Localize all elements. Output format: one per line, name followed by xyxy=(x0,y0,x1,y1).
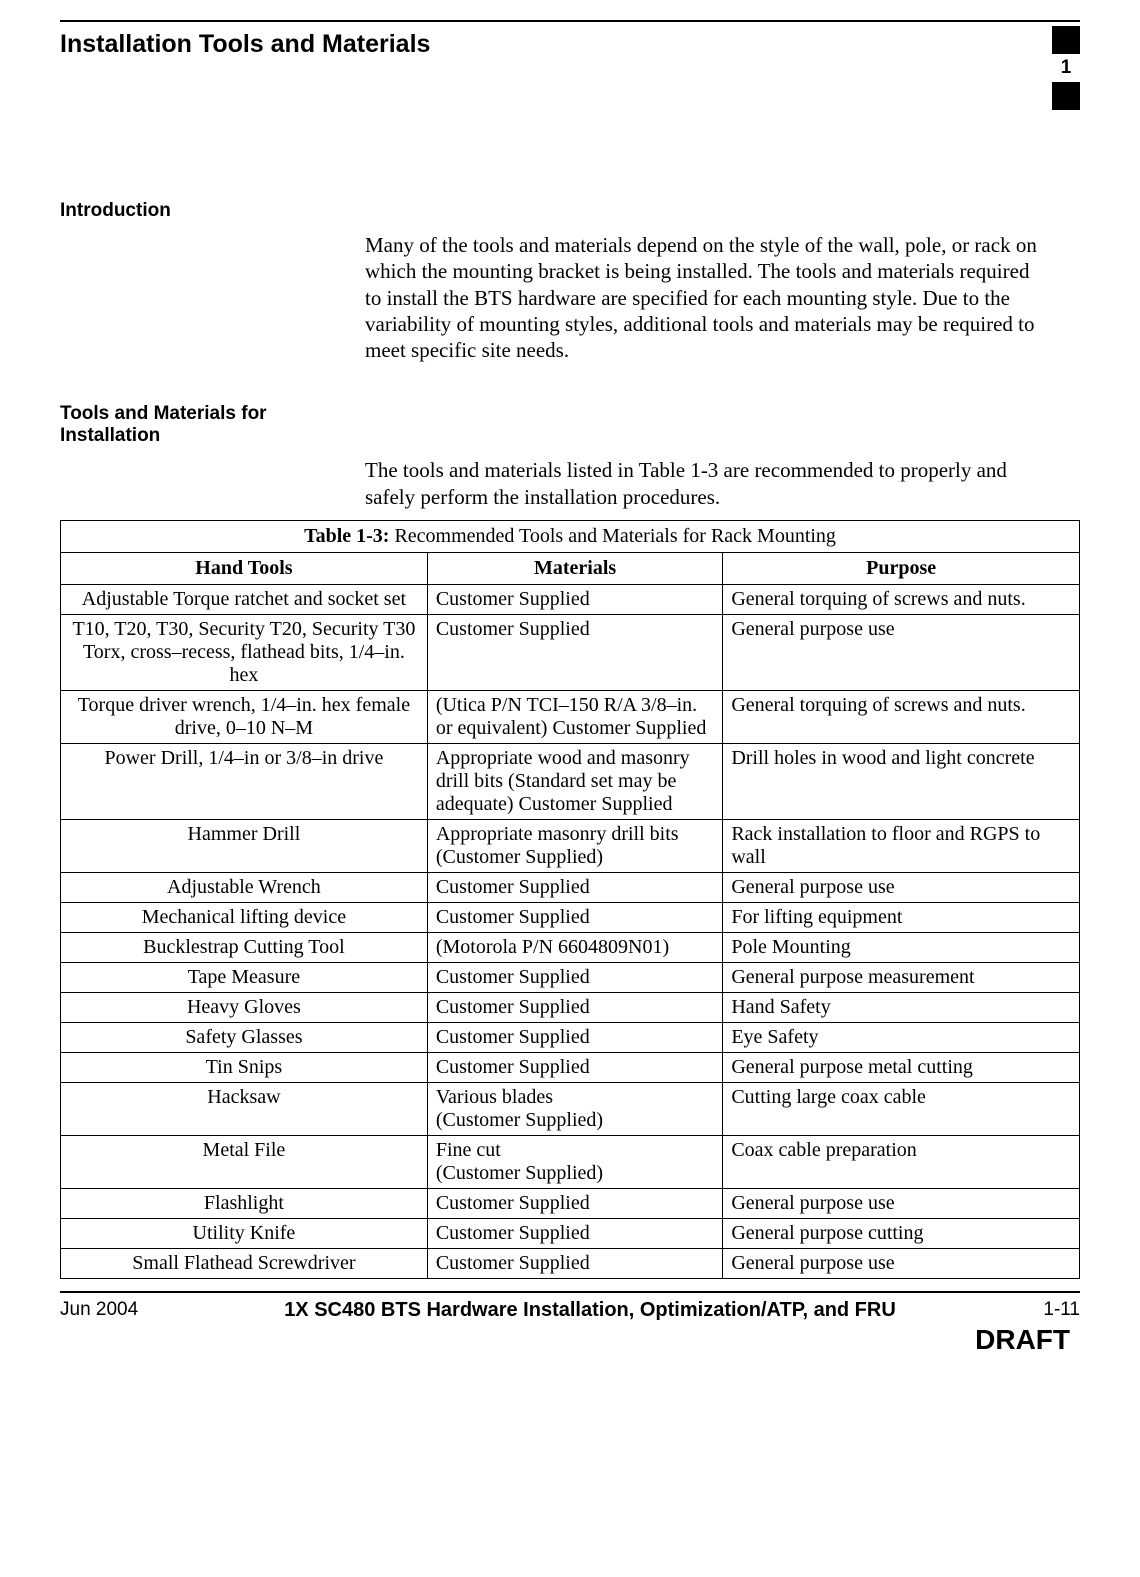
table-row: Hammer DrillAppropriate masonry drill bi… xyxy=(61,819,1080,872)
title-row: Installation Tools and Materials 1 xyxy=(60,26,1080,110)
table-body: Adjustable Torque ratchet and socket set… xyxy=(61,584,1080,1278)
table-row: Utility KnifeCustomer SuppliedGeneral pu… xyxy=(61,1218,1080,1248)
table-row: Adjustable Torque ratchet and socket set… xyxy=(61,584,1080,614)
cell-materials: Customer Supplied xyxy=(427,1052,723,1082)
table-row: Torque driver wrench, 1/4–in. hex female… xyxy=(61,690,1080,743)
cell-purpose: General purpose use xyxy=(723,614,1080,690)
heading-tools-line1: Tools and Materials for xyxy=(60,403,267,424)
page: Installation Tools and Materials 1 Intro… xyxy=(0,0,1140,1376)
cell-hand-tools: Tape Measure xyxy=(61,962,428,992)
cell-materials: (Motorola P/N 6604809N01) xyxy=(427,932,723,962)
cell-purpose: Drill holes in wood and light concrete xyxy=(723,743,1080,819)
intro-body: Many of the tools and materials depend o… xyxy=(365,232,1040,363)
cell-hand-tools: Power Drill, 1/4–in or 3/8–in drive xyxy=(61,743,428,819)
cell-materials: Various blades(Customer Supplied) xyxy=(427,1082,723,1135)
cell-hand-tools: Utility Knife xyxy=(61,1218,428,1248)
cell-hand-tools: Bucklestrap Cutting Tool xyxy=(61,932,428,962)
cell-hand-tools: Adjustable Torque ratchet and socket set xyxy=(61,584,428,614)
cell-purpose: General purpose measurement xyxy=(723,962,1080,992)
cell-hand-tools: Metal File xyxy=(61,1135,428,1188)
cell-purpose: Eye Safety xyxy=(723,1022,1080,1052)
cell-hand-tools: Small Flathead Screwdriver xyxy=(61,1248,428,1278)
table-row: Bucklestrap Cutting Tool (Motorola P/N 6… xyxy=(61,932,1080,962)
cell-hand-tools: Hacksaw xyxy=(61,1082,428,1135)
table-row: Power Drill, 1/4–in or 3/8–in driveAppro… xyxy=(61,743,1080,819)
cell-hand-tools: T10, T20, T30, Security T20, Security T3… xyxy=(61,614,428,690)
table-title-prefix: Table 1-3: xyxy=(304,525,389,547)
footer-page-number: 1-11 xyxy=(980,1299,1080,1321)
table-row: Tin SnipsCustomer SuppliedGeneral purpos… xyxy=(61,1052,1080,1082)
cell-materials: Appropriate wood and masonry drill bits … xyxy=(427,743,723,819)
cell-purpose: General purpose metal cutting xyxy=(723,1052,1080,1082)
table-row: FlashlightCustomer SuppliedGeneral purpo… xyxy=(61,1188,1080,1218)
page-title: Installation Tools and Materials xyxy=(60,26,430,59)
cell-hand-tools: Heavy Gloves xyxy=(61,992,428,1022)
table-title-cell: Table 1-3: Recommended Tools and Materia… xyxy=(61,520,1080,552)
cell-materials: Customer Supplied xyxy=(427,1248,723,1278)
footer-doc-title: 1X SC480 BTS Hardware Installation, Opti… xyxy=(200,1299,980,1322)
col-materials: Materials xyxy=(427,552,723,584)
cell-hand-tools: Adjustable Wrench xyxy=(61,872,428,902)
side-tab-top-block xyxy=(1052,26,1080,54)
tools-table: Table 1-3: Recommended Tools and Materia… xyxy=(60,520,1080,1279)
cell-materials: Customer Supplied xyxy=(427,614,723,690)
col-hand-tools: Hand Tools xyxy=(61,552,428,584)
table-row: T10, T20, T30, Security T20, Security T3… xyxy=(61,614,1080,690)
side-tab-number: 1 xyxy=(1052,54,1080,82)
table-row: Tape MeasureCustomer SuppliedGeneral pur… xyxy=(61,962,1080,992)
table-title-row: Table 1-3: Recommended Tools and Materia… xyxy=(61,520,1080,552)
footer-date: Jun 2004 xyxy=(60,1299,200,1321)
heading-introduction: Introduction xyxy=(60,200,1080,222)
cell-purpose: Coax cable preparation xyxy=(723,1135,1080,1188)
table-title-rest: Recommended Tools and Materials for Rack… xyxy=(389,525,835,547)
side-tab-bottom-block xyxy=(1052,82,1080,110)
cell-purpose: For lifting equipment xyxy=(723,902,1080,932)
heading-tools-line2: Installation xyxy=(60,425,160,446)
cell-purpose: Hand Safety xyxy=(723,992,1080,1022)
cell-materials: (Utica P/N TCI–150 R/A 3/8–in. or equiva… xyxy=(427,690,723,743)
top-rule xyxy=(60,20,1080,22)
table-row: Mechanical lifting deviceCustomer Suppli… xyxy=(61,902,1080,932)
table-header-row: Hand Tools Materials Purpose xyxy=(61,552,1080,584)
cell-purpose: Pole Mounting xyxy=(723,932,1080,962)
cell-materials: Customer Supplied xyxy=(427,1188,723,1218)
cell-purpose: General purpose cutting xyxy=(723,1218,1080,1248)
cell-materials: Customer Supplied xyxy=(427,992,723,1022)
cell-materials: Customer Supplied xyxy=(427,1218,723,1248)
cell-materials: Customer Supplied xyxy=(427,872,723,902)
cell-materials: Appropriate masonry drill bits (Customer… xyxy=(427,819,723,872)
footer-row: Jun 2004 1X SC480 BTS Hardware Installat… xyxy=(60,1293,1080,1322)
cell-purpose: General torquing of screws and nuts. xyxy=(723,584,1080,614)
cell-purpose: General purpose use xyxy=(723,1188,1080,1218)
cell-materials: Customer Supplied xyxy=(427,1022,723,1052)
table-1-3: Table 1-3: Recommended Tools and Materia… xyxy=(60,520,1080,1279)
footer-draft: DRAFT xyxy=(60,1324,1080,1356)
cell-hand-tools: Flashlight xyxy=(61,1188,428,1218)
cell-hand-tools: Mechanical lifting device xyxy=(61,902,428,932)
cell-hand-tools: Tin Snips xyxy=(61,1052,428,1082)
cell-hand-tools: Hammer Drill xyxy=(61,819,428,872)
col-purpose: Purpose xyxy=(723,552,1080,584)
table-row: Heavy GlovesCustomer SuppliedHand Safety xyxy=(61,992,1080,1022)
cell-materials: Customer Supplied xyxy=(427,584,723,614)
heading-tools: Tools and Materials for Installation xyxy=(60,403,1080,447)
cell-materials: Customer Supplied xyxy=(427,902,723,932)
cell-materials: Customer Supplied xyxy=(427,962,723,992)
table-row: HacksawVarious blades(Customer Supplied)… xyxy=(61,1082,1080,1135)
table-row: Metal FileFine cut(Customer Supplied)Coa… xyxy=(61,1135,1080,1188)
cell-purpose: Rack installation to floor and RGPS to w… xyxy=(723,819,1080,872)
cell-hand-tools: Safety Glasses xyxy=(61,1022,428,1052)
table-row: Safety GlassesCustomer SuppliedEye Safet… xyxy=(61,1022,1080,1052)
cell-purpose: General purpose use xyxy=(723,872,1080,902)
cell-purpose: General torquing of screws and nuts. xyxy=(723,690,1080,743)
table-row: Adjustable WrenchCustomer SuppliedGenera… xyxy=(61,872,1080,902)
table-row: Small Flathead ScrewdriverCustomer Suppl… xyxy=(61,1248,1080,1278)
cell-purpose: Cutting large coax cable xyxy=(723,1082,1080,1135)
cell-hand-tools: Torque driver wrench, 1/4–in. hex female… xyxy=(61,690,428,743)
tools-body: The tools and materials listed in Table … xyxy=(365,457,1040,510)
side-tab: 1 xyxy=(1052,26,1080,110)
cell-purpose: General purpose use xyxy=(723,1248,1080,1278)
cell-materials: Fine cut(Customer Supplied) xyxy=(427,1135,723,1188)
